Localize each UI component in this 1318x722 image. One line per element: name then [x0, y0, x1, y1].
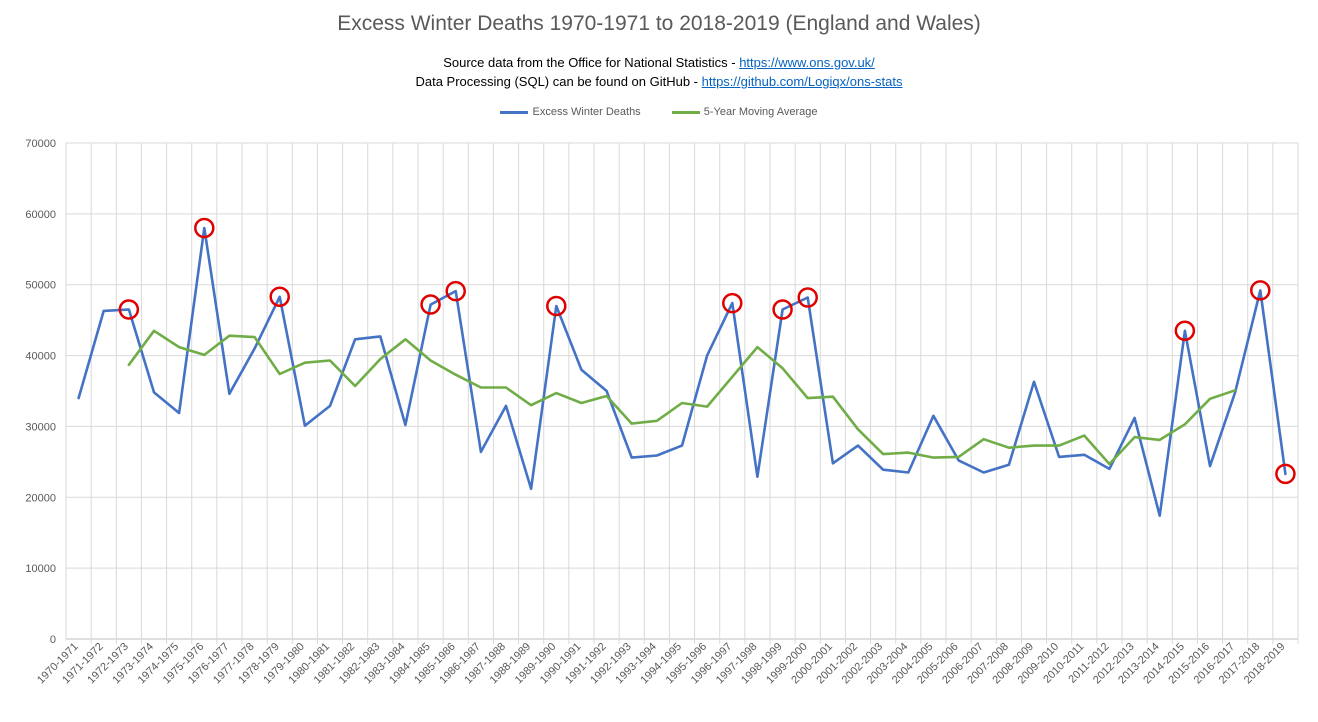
legend-label-moving-average: 5-Year Moving Average: [703, 106, 818, 118]
ons-link[interactable]: https://www.ons.gov.uk/: [739, 55, 875, 70]
y-tick-label: 30000: [25, 421, 56, 433]
highlight-circle: [722, 292, 743, 314]
highlight-circle: [1250, 280, 1271, 301]
y-tick-label: 70000: [25, 138, 56, 150]
highlight-circle: [1275, 463, 1296, 485]
y-tick-label: 50000: [25, 280, 56, 292]
y-tick-label: 10000: [25, 563, 56, 575]
legend-item-excess-deaths: Excess Winter Deaths: [500, 106, 641, 118]
github-link[interactable]: https://github.com/Logiqx/ons-stats: [701, 74, 903, 89]
highlight-circle: [546, 295, 567, 317]
y-tick-label: 20000: [25, 492, 56, 504]
y-tick-label: 0: [50, 634, 56, 646]
highlight-circle: [194, 217, 215, 239]
legend-item-moving-average: 5-Year Moving Average: [671, 106, 818, 118]
highlight-circle: [269, 286, 290, 308]
legend-swatch-excess-deaths: [500, 110, 529, 114]
source-text: Source data from the Office for National…: [443, 55, 740, 70]
source-line: Source data from the Office for National…: [0, 55, 1318, 70]
highlight-circle: [1174, 320, 1196, 342]
legend-label-excess-deaths: Excess Winter Deaths: [532, 106, 641, 118]
github-text: Data Processing (SQL) can be found on Gi…: [415, 74, 702, 89]
legend-swatch-moving-average: [671, 110, 700, 114]
highlight-circle: [772, 299, 793, 320]
y-tick-label: 40000: [25, 351, 56, 363]
highlight-circle: [420, 294, 441, 315]
highlight-circle: [797, 287, 818, 308]
highlight-circle: [445, 280, 466, 302]
series-line-excess-deaths: [77, 226, 1287, 517]
chart-title: Excess Winter Deaths 1970-1971 to 2018-2…: [337, 12, 981, 35]
series-line-moving-average: [127, 329, 1237, 466]
chart-legend: Excess Winter Deaths 5-Year Moving Avera…: [0, 106, 1318, 118]
highlight-circle: [118, 299, 140, 320]
github-line: Data Processing (SQL) can be found on Gi…: [0, 74, 1318, 89]
y-tick-label: 60000: [25, 209, 56, 221]
